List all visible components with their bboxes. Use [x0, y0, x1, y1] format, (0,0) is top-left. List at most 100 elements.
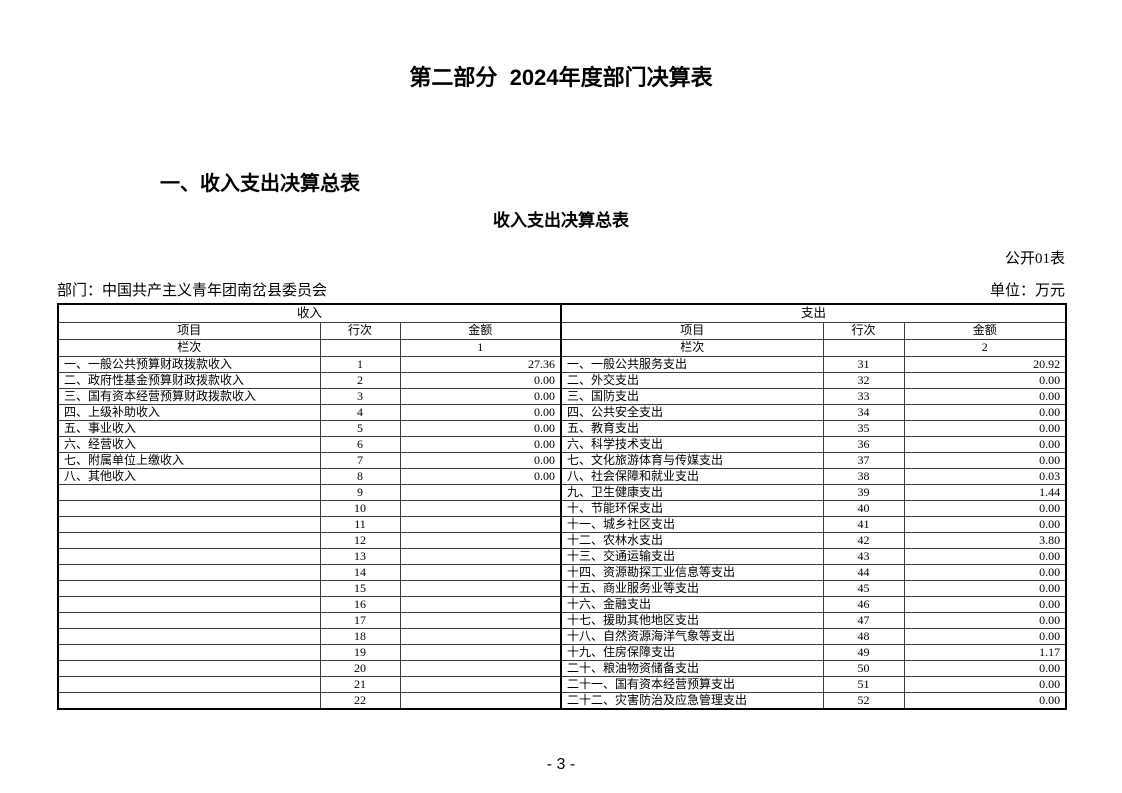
- income-rowno-cell: 5: [319, 419, 401, 437]
- income-rowno-cell: 2: [319, 371, 401, 389]
- table-column-header-row: 项目 行次 金额 项目 行次 金额: [57, 321, 1067, 340]
- expense-amount-cell: 0.00: [903, 371, 1067, 389]
- table-row: 21 二十一、国有资本经营预算支出 51 0.00: [57, 675, 1067, 693]
- expense-item-header: 项目: [560, 321, 824, 340]
- income-rowno-cell: 18: [319, 627, 401, 645]
- expense-rowno-cell: 32: [822, 371, 905, 389]
- expense-rowno-cell: 37: [822, 451, 905, 469]
- income-item-cell: 三、国有资本经营预算财政拨款收入: [57, 387, 321, 405]
- income-rowno-cell: 21: [319, 675, 401, 693]
- expense-item-cell: 十八、自然资源海洋气象等支出: [560, 627, 824, 645]
- income-rowno-cell: 3: [319, 387, 401, 405]
- expense-item-cell: 三、国防支出: [560, 387, 824, 405]
- table-row: 9 九、卫生健康支出 39 1.44: [57, 483, 1067, 501]
- table-row: 二、政府性基金预算财政拨款收入 2 0.00 二、外交支出 32 0.00: [57, 371, 1067, 389]
- income-column-index-label: 栏次: [57, 338, 321, 357]
- table-row: 三、国有资本经营预算财政拨款收入 3 0.00 三、国防支出 33 0.00: [57, 387, 1067, 405]
- expense-item-cell: 二十、粮油物资储备支出: [560, 659, 824, 677]
- income-item-cell: 二、政府性基金预算财政拨款收入: [57, 371, 321, 389]
- expense-amount-cell: 20.92: [903, 355, 1067, 373]
- income-amount-cell: [399, 691, 562, 709]
- expense-rowno-cell: 49: [822, 643, 905, 661]
- expense-rowno-cell: 33: [822, 387, 905, 405]
- income-amount-cell: 0.00: [399, 419, 562, 437]
- expense-item-cell: 十四、资源勘探工业信息等支出: [560, 563, 824, 581]
- income-rowno-cell: 20: [319, 659, 401, 677]
- income-item-cell: [57, 643, 321, 661]
- expense-item-cell: 一、一般公共服务支出: [560, 355, 824, 373]
- income-amount-header: 金额: [399, 321, 562, 340]
- expense-rowno-cell: 44: [822, 563, 905, 581]
- expense-rowno-cell: 52: [822, 691, 905, 709]
- table-row: 17 十七、援助其他地区支出 47 0.00: [57, 611, 1067, 629]
- income-amount-cell: 0.00: [399, 435, 562, 453]
- table-row: 15 十五、商业服务业等支出 45 0.00: [57, 579, 1067, 597]
- expense-item-cell: 十二、农林水支出: [560, 531, 824, 549]
- expense-amount-cell: 0.00: [903, 691, 1067, 709]
- income-amount-cell: [399, 611, 562, 629]
- table-meta-row: 部门：中国共产主义青年团南岔县委员会 单位：万元: [57, 279, 1065, 300]
- expense-item-cell: 七、文化旅游体育与传媒支出: [560, 451, 824, 469]
- table-row: 20 二十、粮油物资储备支出 50 0.00: [57, 659, 1067, 677]
- expense-item-cell: 十五、商业服务业等支出: [560, 579, 824, 597]
- income-item-cell: 八、其他收入: [57, 467, 321, 485]
- expense-item-cell: 十一、城乡社区支出: [560, 515, 824, 533]
- income-item-cell: [57, 515, 321, 533]
- income-rowno-cell: 13: [319, 547, 401, 565]
- table-code-label: 公开01表: [1004, 251, 1065, 267]
- expense-amount-cell: 1.17: [903, 643, 1067, 661]
- expense-section-header: 支出: [560, 303, 1067, 323]
- main-title: 第二部分 2024年度部门决算表: [409, 65, 713, 90]
- expense-amount-cell: 0.00: [903, 387, 1067, 405]
- income-item-cell: [57, 579, 321, 597]
- table-row: 18 十八、自然资源海洋气象等支出 48 0.00: [57, 627, 1067, 645]
- expense-item-cell: 十六、金融支出: [560, 595, 824, 613]
- expense-rowno-blank: [822, 338, 905, 357]
- expense-amount-cell: 1.44: [903, 483, 1067, 501]
- expense-item-cell: 十三、交通运输支出: [560, 547, 824, 565]
- table-row: 六、经营收入 6 0.00 六、科学技术支出 36 0.00: [57, 435, 1067, 453]
- expense-rowno-cell: 34: [822, 403, 905, 421]
- expense-rowno-cell: 31: [822, 355, 905, 373]
- expense-item-cell: 二、外交支出: [560, 371, 824, 389]
- expense-amount-cell: 0.00: [903, 499, 1067, 517]
- expense-rowno-cell: 38: [822, 467, 905, 485]
- expense-rowno-cell: 39: [822, 483, 905, 501]
- income-item-cell: [57, 563, 321, 581]
- expense-item-cell: 九、卫生健康支出: [560, 483, 824, 501]
- expense-rowno-cell: 43: [822, 547, 905, 565]
- expense-amount-cell: 0.00: [903, 579, 1067, 597]
- income-rowno-cell: 9: [319, 483, 401, 501]
- income-rowno-cell: 4: [319, 403, 401, 421]
- unit-label: 单位：万元: [989, 283, 1065, 299]
- table-row: 一、一般公共预算财政拨款收入 1 27.36 一、一般公共服务支出 31 20.92: [57, 355, 1067, 373]
- income-amount-cell: [399, 643, 562, 661]
- expense-amount-cell: 0.00: [903, 627, 1067, 645]
- expense-rowno-cell: 51: [822, 675, 905, 693]
- income-amount-cell: [399, 627, 562, 645]
- expense-amount-cell: 0.00: [903, 611, 1067, 629]
- expense-rowno-cell: 47: [822, 611, 905, 629]
- income-amount-cell: [399, 499, 562, 517]
- expense-item-cell: 六、科学技术支出: [560, 435, 824, 453]
- table-row: 10 十、节能环保支出 40 0.00: [57, 499, 1067, 517]
- table-row: 13 十三、交通运输支出 43 0.00: [57, 547, 1067, 565]
- expense-rowno-header: 行次: [822, 321, 905, 340]
- income-item-cell: [57, 483, 321, 501]
- income-amount-cell: [399, 531, 562, 549]
- income-rowno-cell: 8: [319, 467, 401, 485]
- income-rowno-cell: 6: [319, 435, 401, 453]
- department-label: 部门：中国共产主义青年团南岔县委员会: [57, 283, 328, 299]
- expense-amount-cell: 0.00: [903, 563, 1067, 581]
- expense-rowno-cell: 46: [822, 595, 905, 613]
- expense-item-cell: 十、节能环保支出: [560, 499, 824, 517]
- expense-item-cell: 二十一、国有资本经营预算支出: [560, 675, 824, 693]
- table-row: 12 十二、农林水支出 42 3.80: [57, 531, 1067, 549]
- income-item-cell: 六、经营收入: [57, 435, 321, 453]
- expense-amount-cell: 3.80: [903, 531, 1067, 549]
- expense-item-cell: 十九、住房保障支出: [560, 643, 824, 661]
- income-rowno-cell: 1: [319, 355, 401, 373]
- budget-table: 收入 支出 项目 行次 金额 项目 行次 金额 栏次 1 栏次 2 一、一般公共…: [57, 303, 1068, 710]
- income-rowno-cell: 22: [319, 691, 401, 709]
